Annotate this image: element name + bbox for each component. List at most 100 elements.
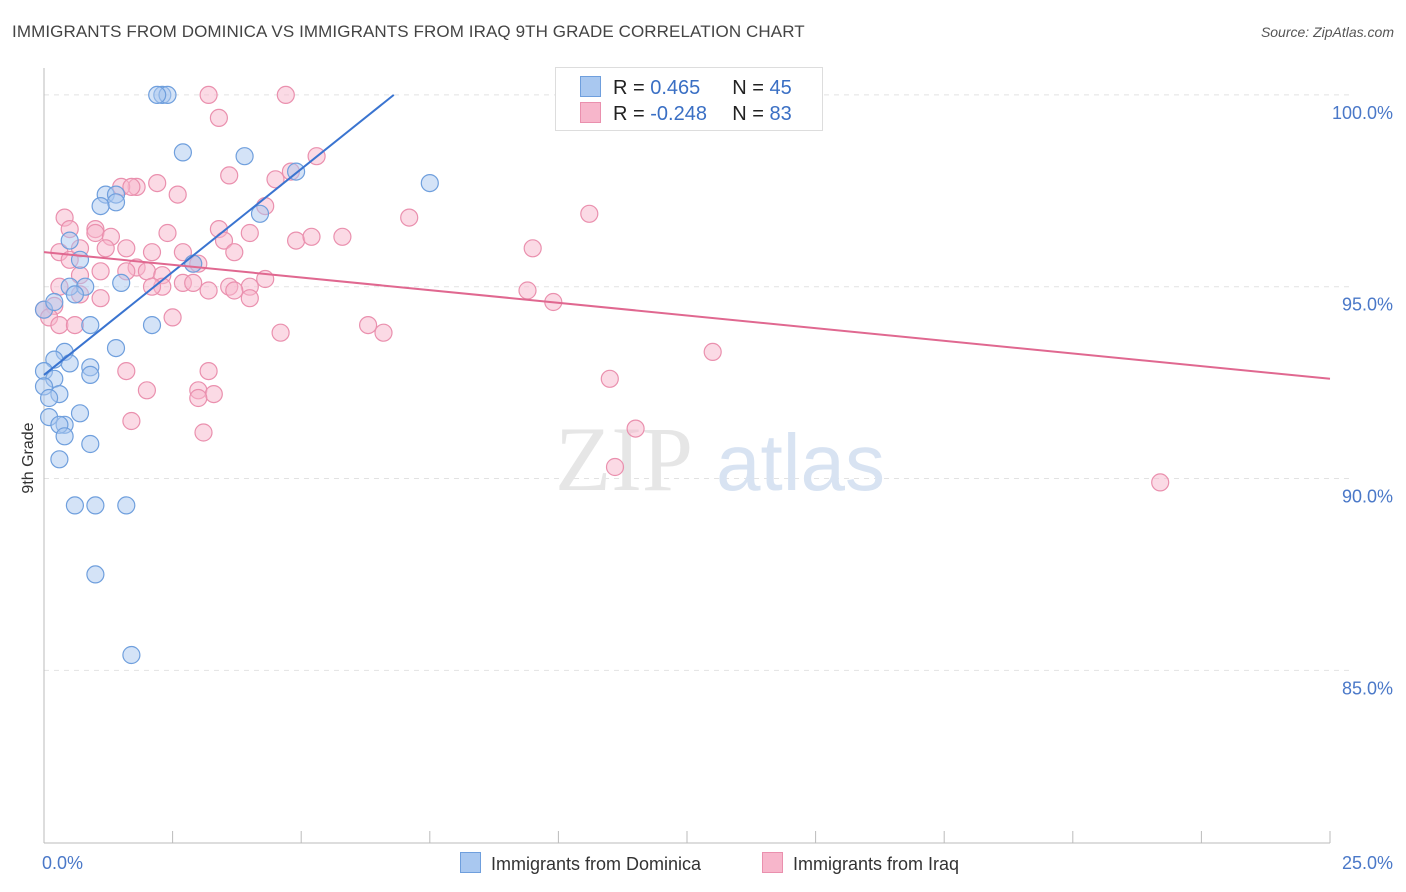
point-iraq bbox=[605, 457, 625, 477]
point-iraq bbox=[626, 419, 645, 438]
x-tick-label: 0.0% bbox=[42, 853, 83, 873]
point-dominica bbox=[55, 427, 74, 446]
legend-r-label: R = bbox=[613, 77, 645, 99]
point-dominica bbox=[60, 231, 79, 250]
point-dominica bbox=[91, 197, 110, 216]
point-iraq bbox=[91, 262, 110, 281]
legend-n-label: N = bbox=[732, 103, 764, 125]
point-iraq bbox=[117, 239, 136, 258]
point-iraq bbox=[374, 323, 393, 342]
point-iraq bbox=[225, 281, 244, 300]
point-iraq bbox=[580, 204, 599, 223]
point-iraq bbox=[168, 185, 187, 204]
point-iraq bbox=[1151, 473, 1170, 492]
point-iraq bbox=[400, 208, 419, 227]
stats-legend: R = 0.465 N = 45 R = -0.248 N = 83 bbox=[555, 67, 823, 131]
point-dominica bbox=[235, 147, 254, 166]
legend-row-dominica: R = 0.465 N = 45 bbox=[580, 76, 792, 100]
series-swatch-dominica bbox=[460, 852, 481, 873]
point-iraq bbox=[117, 362, 136, 381]
series-label-dominica: Immigrants from Dominica bbox=[491, 854, 702, 874]
point-iraq bbox=[50, 316, 69, 335]
point-iraq bbox=[276, 85, 295, 105]
legend-r-label: R = bbox=[613, 103, 645, 125]
series-swatch-iraq bbox=[762, 852, 783, 873]
series-label-iraq: Immigrants from Iraq bbox=[793, 854, 960, 874]
point-iraq bbox=[163, 308, 182, 327]
y-tick-label: 85.0% bbox=[1342, 678, 1393, 698]
point-iraq bbox=[302, 227, 321, 246]
point-iraq bbox=[137, 262, 156, 281]
trend-line-dominica bbox=[43, 94, 395, 376]
point-iraq bbox=[173, 243, 192, 262]
point-iraq bbox=[271, 323, 290, 342]
point-iraq bbox=[225, 243, 244, 262]
point-dominica bbox=[70, 404, 90, 423]
trend-lines bbox=[43, 94, 1331, 380]
point-dominica bbox=[60, 354, 79, 373]
point-dominica bbox=[86, 496, 105, 515]
point-iraq bbox=[194, 423, 213, 442]
legend-r-iraq: -0.248 bbox=[650, 103, 707, 125]
point-iraq bbox=[703, 342, 722, 361]
axes bbox=[43, 68, 1331, 844]
x-tick-label: 25.0% bbox=[1342, 853, 1393, 873]
point-iraq bbox=[96, 239, 115, 258]
point-iraq bbox=[122, 177, 141, 196]
point-iraq bbox=[204, 385, 223, 404]
point-iraq bbox=[189, 388, 208, 408]
point-iraq bbox=[287, 231, 306, 250]
point-iraq bbox=[148, 174, 167, 193]
grid-lines bbox=[44, 94, 1350, 671]
point-dominica bbox=[173, 143, 192, 162]
point-dominica bbox=[70, 250, 90, 269]
legend-row-iraq: R = -0.248 N = 83 bbox=[580, 102, 792, 126]
point-iraq bbox=[600, 369, 619, 388]
point-iraq bbox=[220, 166, 239, 185]
legend-r-dominica: 0.465 bbox=[650, 77, 701, 99]
y-tick-label: 95.0% bbox=[1342, 295, 1393, 315]
y-tick-label: 100.0% bbox=[1332, 103, 1393, 123]
axis-labels: 100.0% 95.0% 90.0% 85.0% 0.0% 25.0% 9th Grade bbox=[20, 103, 1393, 873]
point-dominica bbox=[117, 496, 136, 515]
source-label: Source: ZipAtlas.com bbox=[1260, 24, 1394, 40]
point-dominica bbox=[106, 339, 126, 358]
point-dominica bbox=[50, 450, 69, 469]
point-iraq bbox=[158, 223, 177, 243]
watermark-zip: ZIP bbox=[555, 408, 693, 510]
point-iraq bbox=[214, 231, 234, 250]
point-iraq bbox=[122, 411, 141, 431]
point-iraq bbox=[86, 223, 105, 243]
data-points bbox=[34, 85, 1170, 665]
point-dominica bbox=[81, 316, 100, 335]
point-dominica bbox=[250, 204, 270, 223]
legend-n-iraq: 83 bbox=[769, 103, 792, 125]
y-axis-title: 9th Grade bbox=[20, 422, 37, 493]
point-dominica bbox=[65, 496, 85, 515]
chart-title: IMMIGRANTS FROM DOMINICA VS IMMIGRANTS F… bbox=[12, 22, 805, 41]
point-dominica bbox=[112, 273, 131, 292]
point-dominica bbox=[106, 193, 126, 212]
series-legend-dominica[interactable]: Immigrants from Dominica bbox=[460, 852, 701, 875]
legend-n-label: N = bbox=[732, 77, 764, 99]
point-dominica bbox=[184, 254, 203, 273]
watermark-atlas: atlas bbox=[716, 418, 885, 507]
point-dominica bbox=[148, 85, 167, 105]
point-iraq bbox=[65, 316, 85, 335]
point-dominica bbox=[81, 365, 100, 384]
point-iraq bbox=[91, 289, 110, 308]
point-iraq bbox=[199, 281, 218, 300]
point-iraq bbox=[184, 273, 203, 292]
point-dominica bbox=[81, 434, 100, 454]
legend-n-dominica: 45 bbox=[769, 77, 792, 99]
trend-line-iraq bbox=[43, 251, 1331, 380]
series-legend-iraq[interactable]: Immigrants from Iraq bbox=[762, 852, 959, 875]
point-dominica bbox=[65, 285, 85, 304]
point-iraq bbox=[199, 85, 218, 105]
point-iraq bbox=[523, 239, 542, 258]
series-legend: Immigrants from Dominica Immigrants from… bbox=[0, 852, 1406, 878]
point-iraq bbox=[199, 362, 218, 381]
point-dominica bbox=[45, 292, 64, 312]
point-dominica bbox=[142, 316, 162, 335]
